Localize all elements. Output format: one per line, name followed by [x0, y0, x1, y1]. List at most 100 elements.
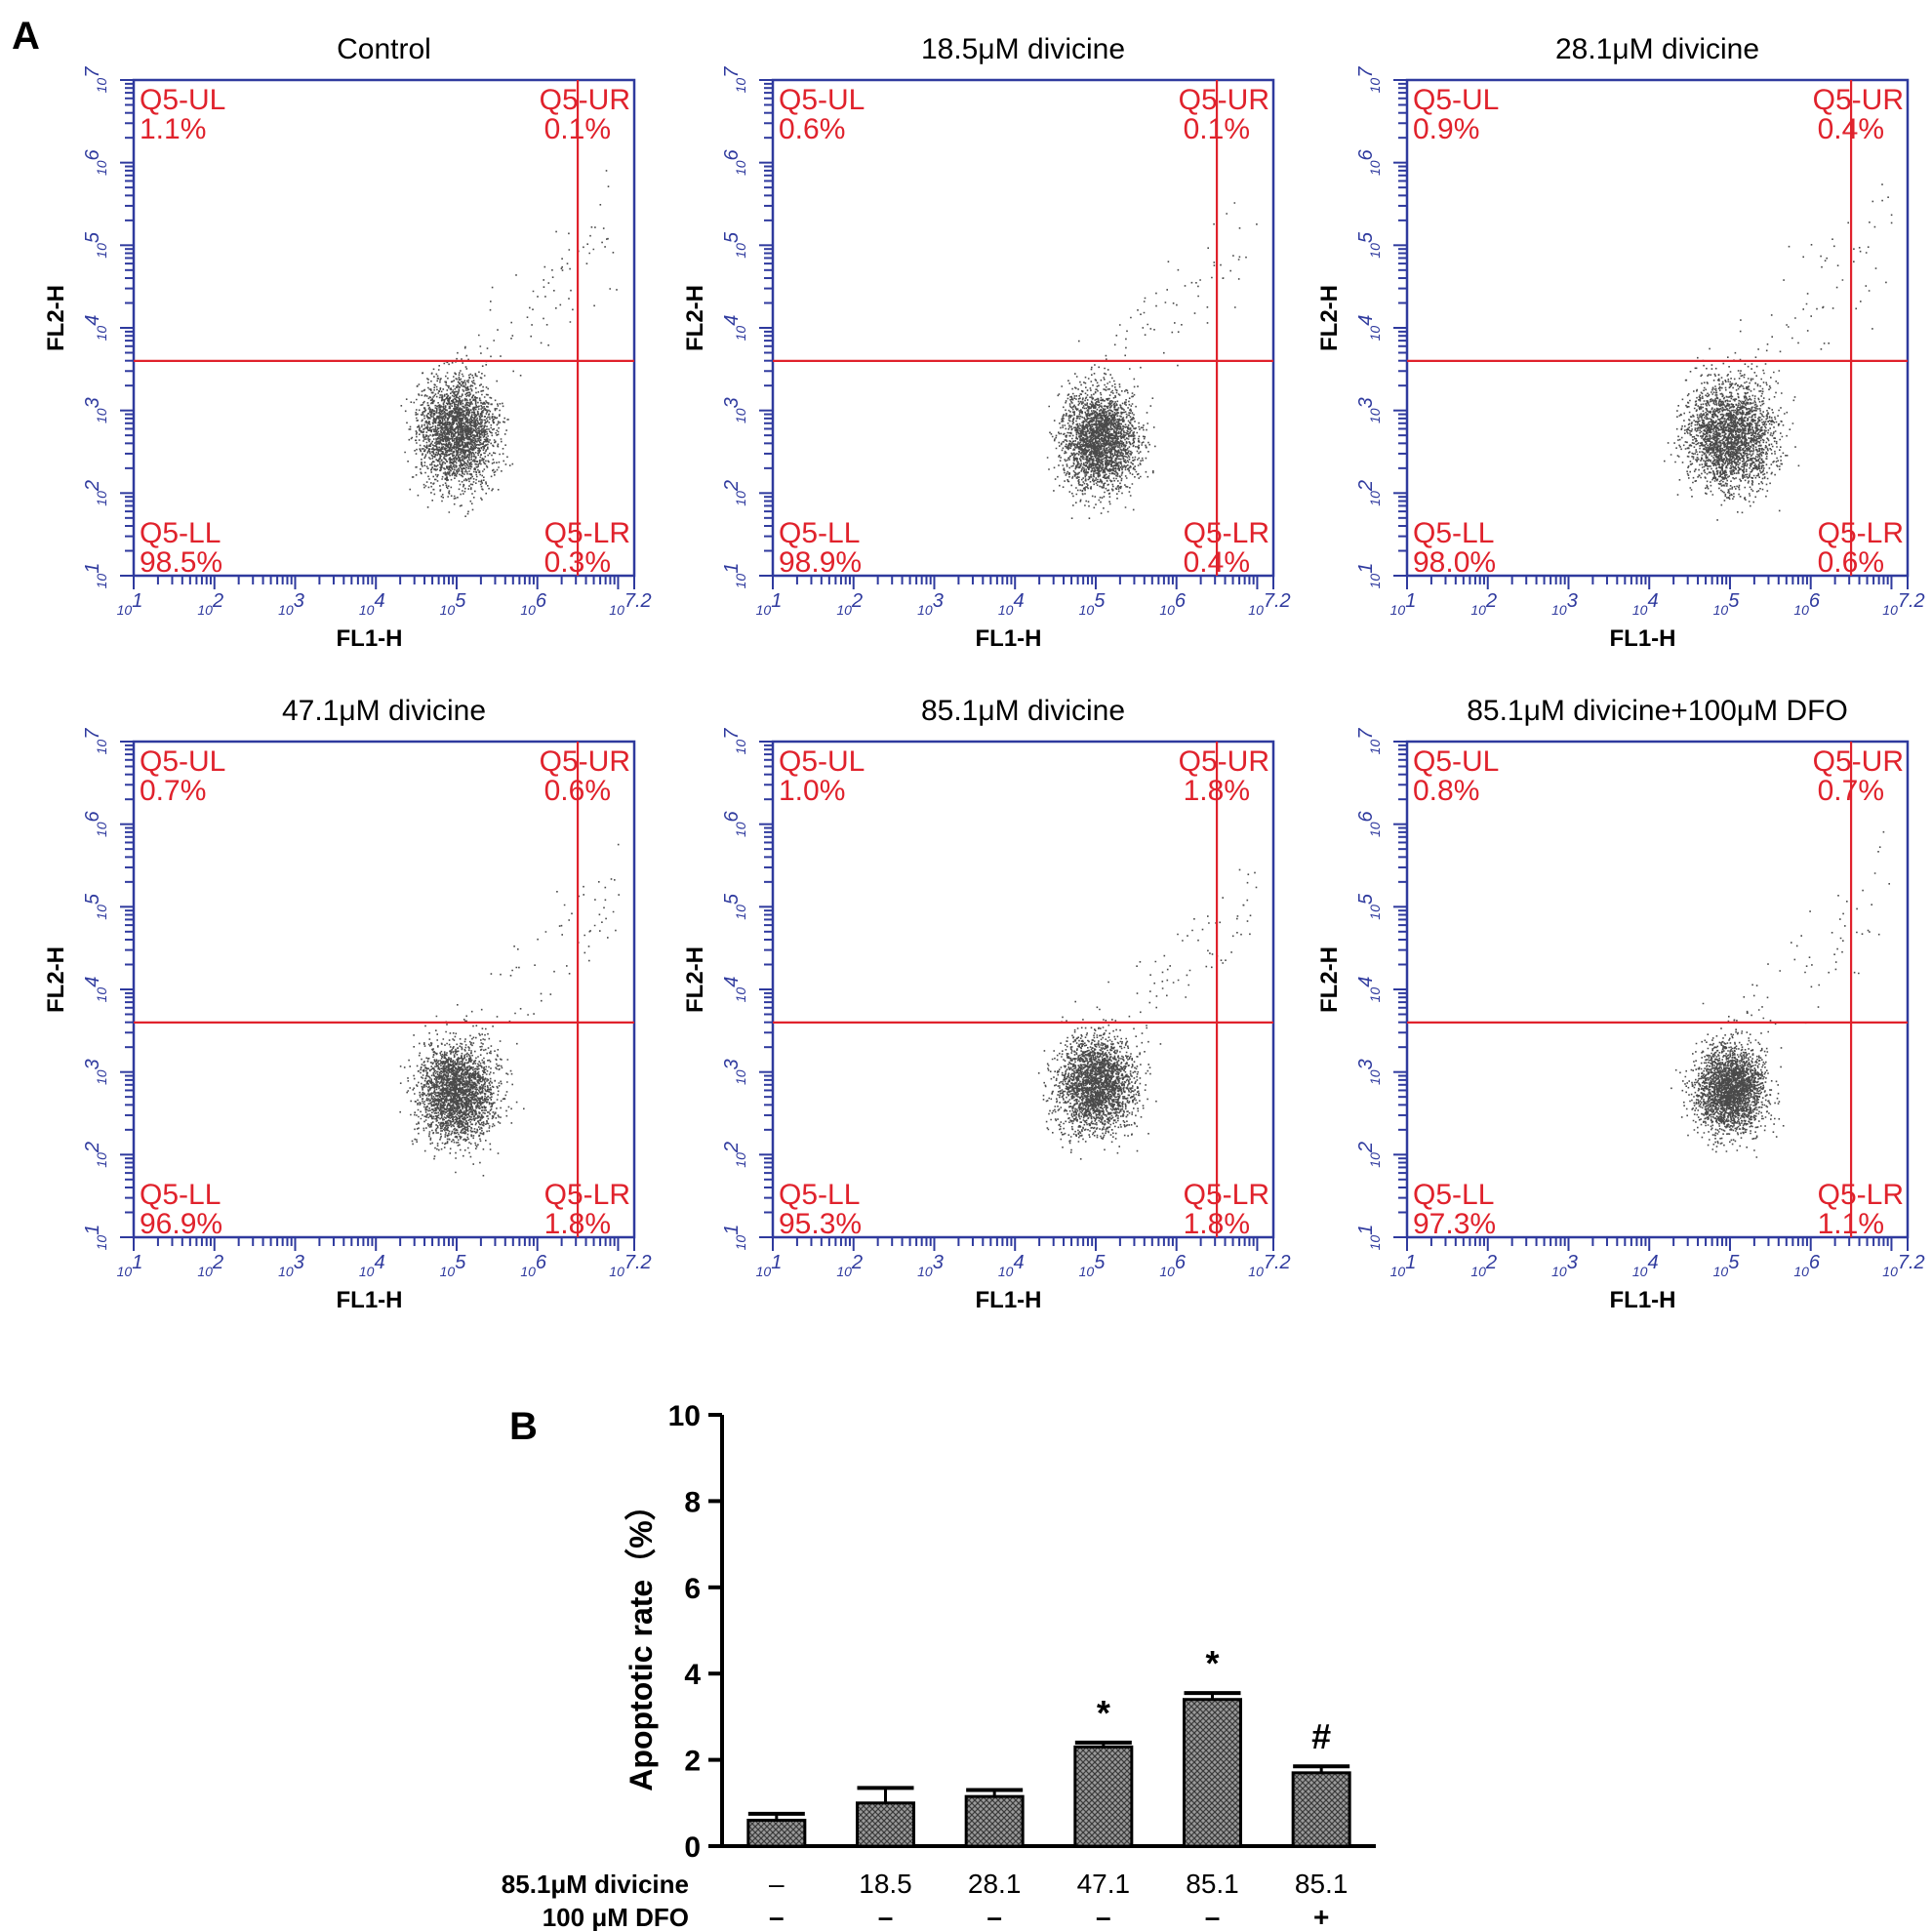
y-tick-label: 107 — [82, 66, 109, 94]
event-dots — [1670, 830, 1890, 1158]
dot-plot-title: 47.1μM divicine — [282, 695, 486, 727]
axis-ticks — [759, 79, 1274, 589]
dfo-label: – — [1205, 1902, 1221, 1931]
bar — [1291, 1771, 1351, 1848]
y-tick-label: 105 — [82, 893, 109, 920]
y-tick-label: 0 — [684, 1831, 701, 1864]
significance-mark: * — [1205, 1643, 1219, 1683]
x-tick-label: 104 — [1632, 590, 1659, 618]
y-tick-label: 106 — [721, 810, 748, 837]
x-axis-label: FL1-H — [976, 1287, 1042, 1313]
x-tick-label: 106 — [1793, 590, 1821, 618]
quadrant-ul-name: Q5-UL — [1413, 84, 1499, 116]
dfo-label: – — [878, 1902, 894, 1931]
bar-chart-axes: 0 2 4 6 8 10 Apoptotic rate（%） — [624, 1400, 1376, 1864]
x-tick-label: 105 — [440, 590, 467, 618]
quadrant-ll-name: Q5-LL — [1413, 1179, 1494, 1211]
y-tick-label: 101 — [1355, 1225, 1383, 1251]
x-tick-label: 104 — [359, 1252, 385, 1279]
y-tick-label: 102 — [82, 1142, 109, 1168]
y-axis-label: FL2-H — [682, 946, 708, 1013]
bar-chart-category-rows: – – 18.5 – 28.1 – 47.1 – 85.1 – 85.1 +85.1μM divici… — [502, 1869, 1348, 1931]
y-tick-label: 104 — [721, 977, 748, 1003]
event-dots — [400, 170, 618, 517]
x-tick-label: 106 — [1159, 590, 1187, 618]
y-tick-label: 8 — [684, 1486, 701, 1518]
quadrant-ur-name: Q5-UR — [1813, 84, 1904, 116]
event-dots — [1046, 202, 1258, 519]
x-axis-label: FL1-H — [337, 1287, 403, 1313]
x-tick-label: 101 — [756, 590, 783, 618]
axis-ticks — [1393, 741, 1909, 1251]
y-tick-label: 6 — [684, 1573, 701, 1605]
quadrant-ll-name: Q5-LL — [140, 1179, 221, 1211]
y-tick-label: 107 — [721, 728, 748, 755]
y-axis-label: FL2-H — [43, 946, 69, 1013]
x-tick-label: 104 — [998, 1252, 1025, 1279]
y-tick-label: 101 — [82, 563, 109, 589]
y-tick-label: 102 — [82, 480, 109, 506]
y-tick-label: 105 — [721, 893, 748, 920]
quadrant-lr-percent: 0.6% — [1818, 546, 1884, 579]
panel-b-label: B — [509, 1405, 538, 1448]
quadrant-ll-percent: 98.5% — [140, 546, 222, 579]
quadrant-ul-percent: 1.1% — [140, 113, 206, 145]
category-label: 85.1 — [1186, 1869, 1239, 1899]
quadrant-ll-percent: 98.0% — [1413, 546, 1496, 579]
bar — [964, 1794, 1025, 1848]
quadrant-ll-name: Q5-LL — [779, 517, 860, 549]
quadrant-ur-percent: 0.4% — [1818, 113, 1884, 145]
quadrant-ul-name: Q5-UL — [140, 745, 225, 778]
y-tick-label: 102 — [721, 1142, 748, 1168]
significance-mark: # — [1311, 1716, 1331, 1756]
x-tick-label: 106 — [520, 1252, 547, 1279]
x-axis-label: FL1-H — [1610, 1287, 1676, 1313]
y-tick-label: 105 — [82, 231, 109, 259]
x-axis-label: FL1-H — [337, 625, 403, 652]
quadrant-ur-percent: 0.6% — [544, 775, 611, 807]
x-tick-label: 107.2 — [1882, 590, 1924, 618]
quadrant-ul-name: Q5-UL — [779, 745, 865, 778]
x-tick-label: 102 — [836, 590, 863, 618]
quadrant-lr-percent: 1.8% — [1184, 1208, 1250, 1240]
y-tick-label: 102 — [1355, 480, 1383, 506]
bar — [1073, 1745, 1134, 1848]
dfo-label: – — [1096, 1902, 1111, 1931]
tick-labels: 101 102 103 104 105 106 107.2 101 102 103 104 105 10… — [82, 728, 652, 1279]
x-tick-label: 106 — [1793, 1252, 1821, 1279]
dfo-label: – — [769, 1902, 785, 1931]
quadrant-lr-percent: 1.1% — [1818, 1208, 1884, 1240]
category-label: 85.1 — [1295, 1869, 1348, 1899]
panel-b-bar-chart: B 0 2 4 6 8 10 Apoptotic rate（%） * * # – – 18.5 – 28… — [502, 1400, 1376, 1931]
y-tick-label: 101 — [721, 563, 748, 589]
dot-plot-title: 18.5μM divicine — [921, 33, 1125, 65]
quadrant-lr-name: Q5-LR — [1184, 1179, 1269, 1211]
significance-mark: * — [1097, 1693, 1110, 1733]
quadrant-ul-percent: 0.6% — [779, 113, 845, 145]
tick-labels: 101 102 103 104 105 106 107.2 101 102 103 104 105 10… — [82, 66, 652, 618]
axis-ticks — [1393, 79, 1909, 589]
x-tick-label: 107.2 — [1248, 590, 1290, 618]
y-tick-label: 106 — [721, 148, 748, 176]
bar-chart-bars: * * # — [746, 1643, 1351, 1848]
panel-a-label: A — [12, 15, 40, 58]
x-tick-label: 103 — [1551, 590, 1578, 618]
tick-labels: 101 102 103 104 105 106 107.2 101 102 103 104 105 10… — [1355, 728, 1925, 1279]
category-label: 28.1 — [968, 1869, 1022, 1899]
x-tick-label: 105 — [1079, 590, 1107, 618]
dot-plot-title: 85.1μM divicine — [921, 695, 1125, 727]
quadrant-lr-name: Q5-LR — [544, 517, 630, 549]
y-tick-label: 101 — [82, 1225, 109, 1251]
y-tick-label: 105 — [721, 231, 748, 259]
x-tick-label: 103 — [917, 590, 944, 618]
y-tick-label: 101 — [721, 1225, 748, 1251]
y-tick-label: 104 — [721, 315, 748, 342]
y-axis-label: FL2-H — [43, 285, 69, 351]
y-tick-label: 4 — [684, 1659, 701, 1691]
row-label-divicine: 85.1μM divicine — [502, 1870, 689, 1899]
quadrant-ur-name: Q5-UR — [1179, 84, 1269, 116]
